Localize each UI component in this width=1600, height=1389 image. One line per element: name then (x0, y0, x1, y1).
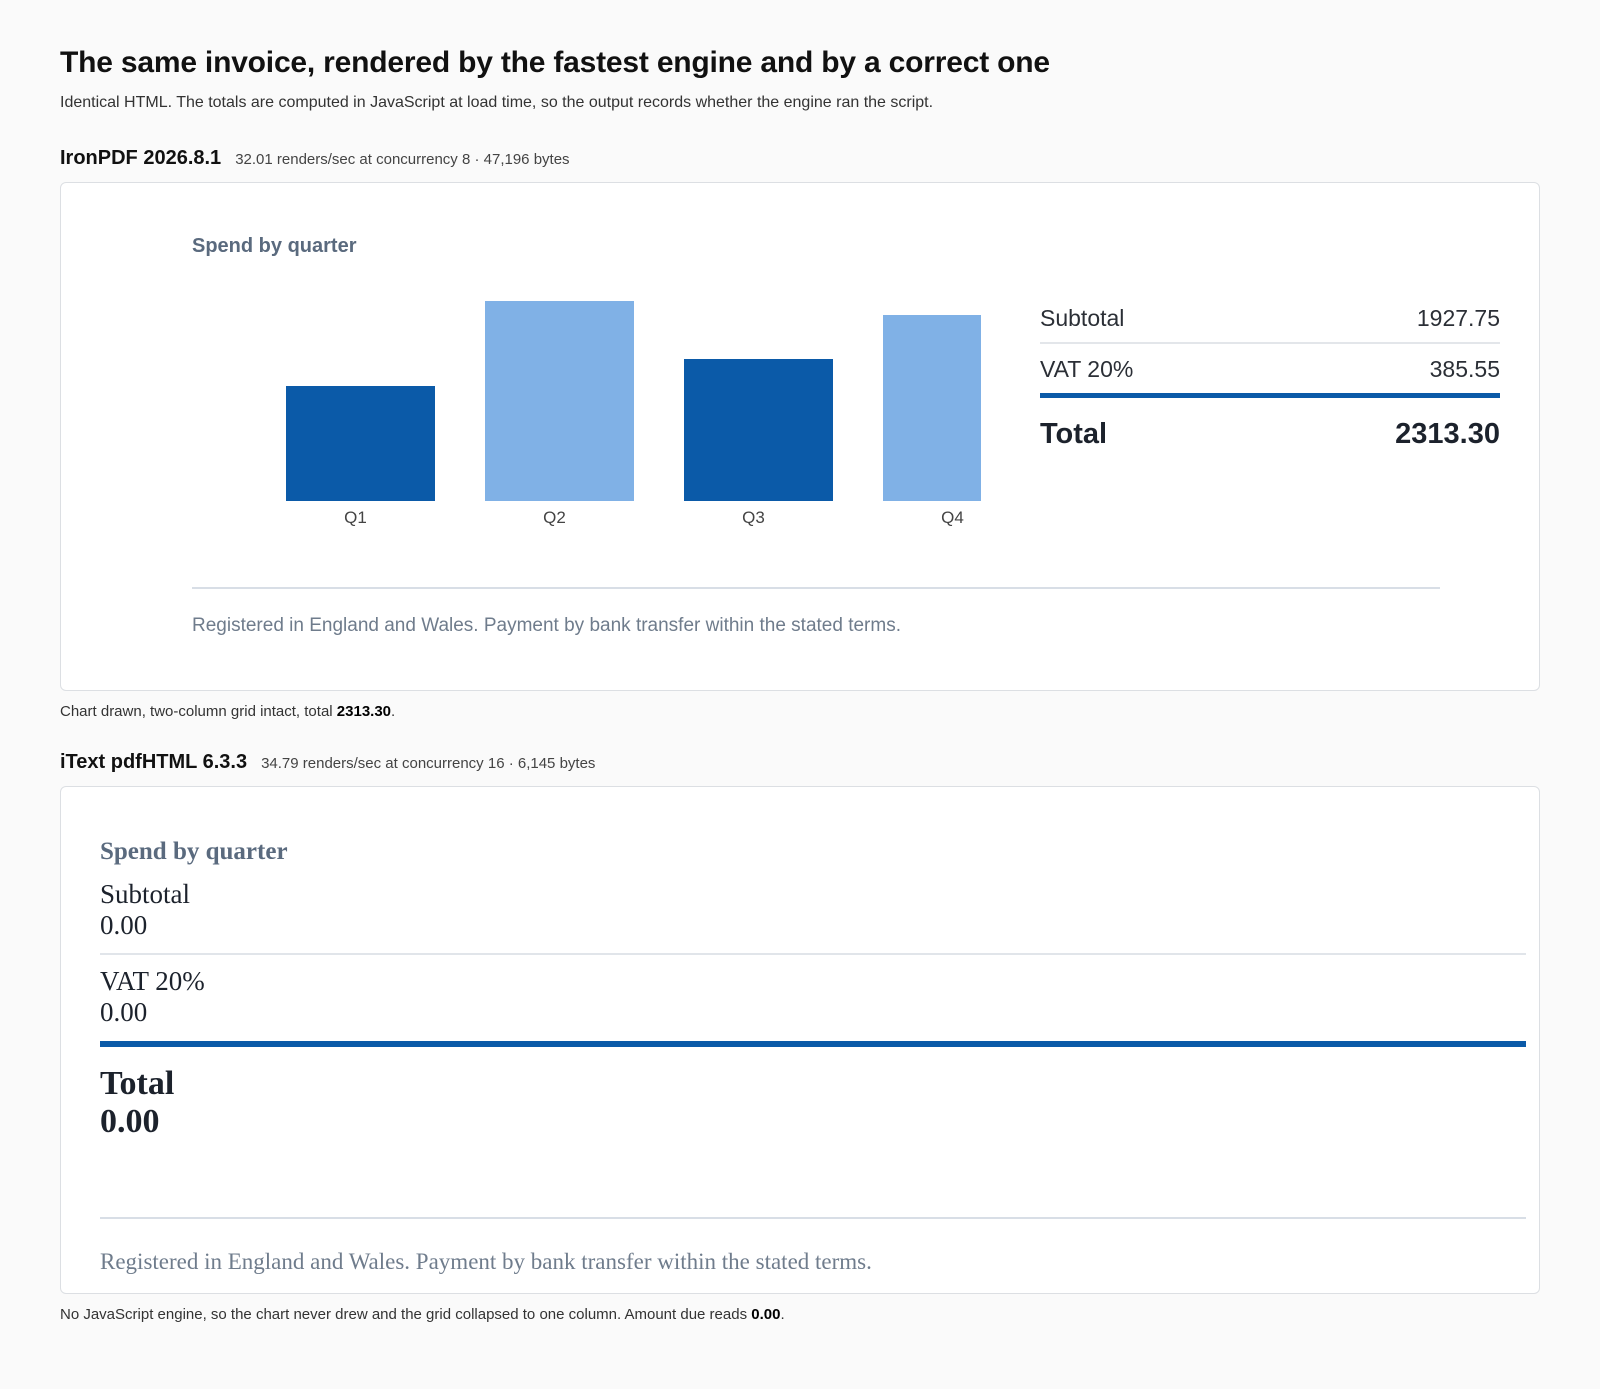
render-panel-ironpdf: Spend by quarter Q1 Q2 Q3 Q4 Subtotal 1927.… (60, 182, 1540, 691)
footer-divider (100, 1217, 1526, 1219)
bar-q4 (883, 315, 981, 501)
total-value: 2313.30 (1395, 418, 1500, 450)
vat-row: VAT 20% 0.00 (100, 966, 1526, 1028)
caption-text: No JavaScript engine, so the chart never… (60, 1306, 752, 1323)
caption-total: 0.00 (751, 1306, 781, 1323)
row-divider (100, 953, 1526, 955)
caption-suffix: . (780, 1306, 785, 1323)
engine-name: iText pdfHTML 6.3.3 (60, 751, 248, 773)
engine-stats: 32.01 renders/sec at concurrency 8 · 47,… (235, 151, 570, 168)
page-subtitle: Identical HTML. The totals are computed … (60, 94, 934, 111)
total-divider (100, 1041, 1526, 1047)
engine-stats: 34.79 renders/sec at concurrency 16 · 6,… (261, 755, 596, 772)
vat-label: VAT 20% (100, 966, 205, 996)
subtotal-value: 0.00 (100, 910, 148, 940)
page-title: The same invoice, rendered by the fastes… (60, 46, 1050, 79)
subtotal-label: Subtotal (100, 879, 191, 909)
bar-q3 (684, 359, 833, 501)
total-row: Total 2313.30 (1040, 398, 1500, 461)
bar-chart: Q1 Q2 Q3 Q4 (286, 301, 981, 527)
render-caption-ironpdf: Chart drawn, two-column grid intact, tot… (60, 703, 395, 720)
total-label: Total (100, 1065, 175, 1102)
subtotal-row: Subtotal 0.00 (100, 879, 1526, 941)
chart-title: Spend by quarter (100, 838, 288, 865)
total-value: 0.00 (100, 1103, 160, 1140)
render-caption-itext: No JavaScript engine, so the chart never… (60, 1306, 785, 1323)
total-row: Total 0.00 (100, 1065, 1526, 1141)
caption-suffix: . (391, 703, 396, 720)
bar-q2 (485, 301, 634, 501)
invoice-footer: Registered in England and Wales. Payment… (100, 1249, 872, 1274)
engine-name: IronPDF 2026.8.1 (60, 147, 222, 169)
subtotal-label: Subtotal (1040, 305, 1125, 331)
subtotal-value: 1927.75 (1416, 305, 1500, 331)
subtotal-row: Subtotal 1927.75 (1040, 293, 1500, 344)
caption-total: 2313.30 (336, 703, 392, 720)
x-tick-label: Q1 (344, 508, 367, 527)
section-header-itext: iText pdfHTML 6.3.3 34.79 renders/sec at… (60, 751, 595, 774)
total-label: Total (1040, 418, 1108, 450)
section-header-ironpdf: IronPDF 2026.8.1 32.01 renders/sec at co… (60, 147, 570, 170)
footer-divider (192, 587, 1440, 589)
vat-label: VAT 20% (1040, 356, 1134, 382)
chart-title: Spend by quarter (192, 235, 357, 257)
vat-row: VAT 20% 385.55 (1040, 344, 1500, 398)
x-tick-label: Q2 (543, 508, 566, 527)
bar-q1 (286, 386, 435, 501)
x-tick-label: Q3 (742, 508, 765, 527)
render-panel-itext: Spend by quarter Subtotal 0.00 VAT 20% 0… (60, 786, 1540, 1294)
totals-table: Subtotal 1927.75 VAT 20% 385.55 Total 23… (1040, 293, 1500, 461)
invoice-footer: Registered in England and Wales. Payment… (192, 615, 901, 636)
x-tick-label: Q4 (941, 508, 964, 527)
caption-text: Chart drawn, two-column grid intact, tot… (60, 703, 337, 720)
vat-value: 0.00 (100, 997, 148, 1027)
vat-value: 385.55 (1429, 356, 1500, 382)
